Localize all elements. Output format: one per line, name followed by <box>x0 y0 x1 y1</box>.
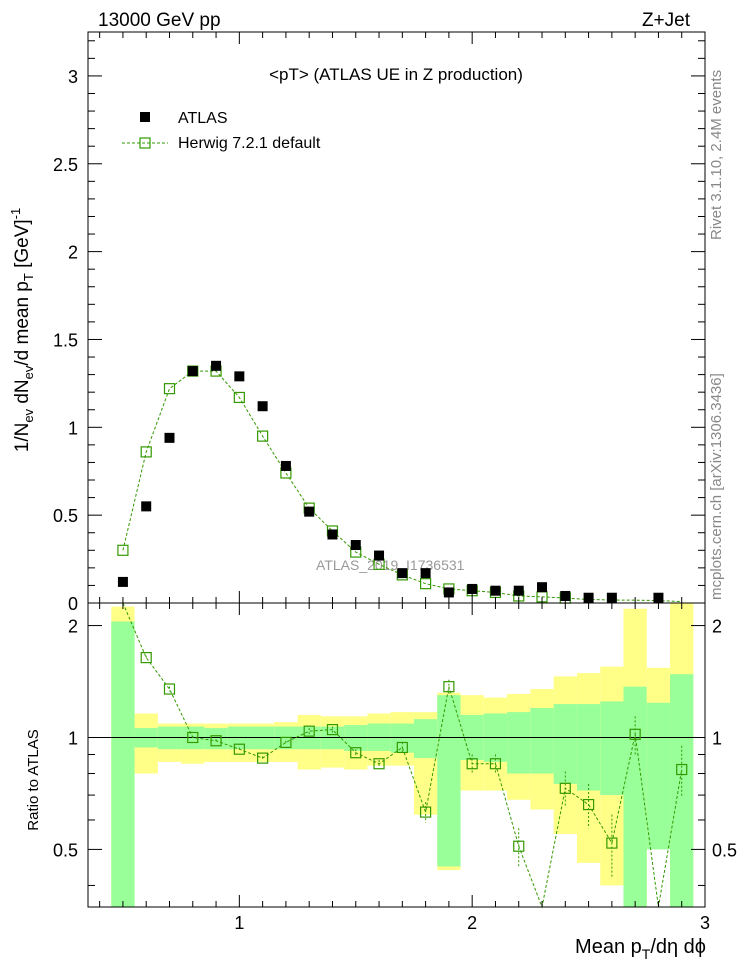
ratio-ylabel: Ratio to ATLAS <box>25 729 42 830</box>
y-tick-label-main-2: 1 <box>68 418 78 438</box>
ratio-point-2 <box>163 683 176 695</box>
ratio-point-15 <box>466 758 478 770</box>
ratio-point-5 <box>233 743 245 755</box>
mc-point-11 <box>373 558 385 570</box>
data-point-2 <box>164 432 175 443</box>
main-ylabel: 1/Nev dNev/d mean pT [GeV]-1 <box>8 208 36 453</box>
data-point-13 <box>420 568 431 579</box>
mc-point-0 <box>117 544 129 556</box>
data-point-14 <box>443 587 454 598</box>
ratio-point-3 <box>187 731 199 744</box>
xlabel: Mean pT/dη dϕ <box>575 936 706 962</box>
legend-mc-label: Herwig 7.2.1 default <box>178 135 321 152</box>
y-tick-label-ratio-right-0: 0.5 <box>712 840 737 860</box>
band-inner-22 <box>623 686 647 907</box>
band-inner-10 <box>344 725 368 751</box>
y-tick-label-ratio-right-1: 1 <box>712 728 722 748</box>
data-point-0 <box>117 576 128 587</box>
ratio-point-13 <box>420 806 432 818</box>
x-tick-label-2: 3 <box>700 913 710 933</box>
data-point-18 <box>537 582 548 593</box>
ratio-bands <box>111 603 694 907</box>
ratio-point-17 <box>513 840 525 852</box>
ratio-point-8 <box>303 725 315 737</box>
band-inner-19 <box>553 704 577 784</box>
ratio-marks <box>122 602 688 909</box>
data-point-16 <box>490 585 501 596</box>
y-tick-label-main-1: 0.5 <box>53 506 78 526</box>
data-point-11 <box>374 550 385 561</box>
main-title: <pT> (ATLAS UE in Z production) <box>269 65 523 84</box>
data-point-15 <box>467 583 478 594</box>
ratio-point-21 <box>606 837 618 849</box>
band-inner-0 <box>111 621 135 907</box>
rivet-label: Rivet 3.1.10, 2.4M events <box>708 70 725 240</box>
data-point-9 <box>327 529 338 540</box>
watermark: ATLAS_2019_I1736531 <box>316 557 465 573</box>
band-inner-21 <box>600 701 624 796</box>
y-tick-label-main-4: 2 <box>68 243 78 263</box>
data-point-7 <box>280 460 291 471</box>
data-point-6 <box>257 401 268 412</box>
ratio-point-7 <box>280 736 292 749</box>
data-point-1 <box>141 501 152 512</box>
ratio-point-6 <box>257 752 269 764</box>
y-tick-label-ratio-1: 1 <box>68 728 78 748</box>
y-tick-label-ratio-right-2: 2 <box>712 617 722 637</box>
y-tick-label-main-6: 3 <box>68 67 78 87</box>
header-right: Z+Jet <box>642 10 691 31</box>
mc-point-5 <box>233 391 245 404</box>
y-tick-label-main-0: 0 <box>68 594 78 614</box>
band-inner-20 <box>576 704 601 791</box>
ratio-point-14 <box>443 681 455 693</box>
legend-atlas-label: ATLAS <box>178 110 228 127</box>
band-inner-4 <box>204 728 228 750</box>
mc-point-2 <box>163 383 176 395</box>
data-point-8 <box>304 506 315 517</box>
data-point-17 <box>513 585 524 596</box>
ratio-point-24 <box>676 763 688 776</box>
data-point-10 <box>350 540 361 551</box>
y-tick-label-main-3: 1.5 <box>53 330 78 350</box>
legend-mc-marker <box>139 137 151 149</box>
band-inner-23 <box>646 702 671 850</box>
ratio-point-19 <box>559 782 571 794</box>
data-point-5 <box>234 371 245 382</box>
header-left: 13000 GeV pp <box>98 10 221 31</box>
ratio-point-16 <box>489 758 502 770</box>
ratio-point-22 <box>629 728 641 740</box>
x-tick-label-1: 2 <box>467 913 477 933</box>
ratio-point-12 <box>396 741 408 754</box>
x-tick-label-0: 1 <box>234 913 244 933</box>
ratio-point-9 <box>326 724 339 736</box>
band-inner-17 <box>507 712 531 774</box>
legend: ATLAS Herwig 7.2.1 default <box>122 110 321 152</box>
ratio-point-1 <box>140 652 152 664</box>
band-inner-13 <box>413 719 438 759</box>
mcplots-label: mcplots.cern.ch [arXiv:1306.3436] <box>708 373 725 600</box>
data-point-4 <box>211 360 222 371</box>
band-inner-12 <box>390 723 414 753</box>
mc-point-6 <box>257 430 269 442</box>
data-point-3 <box>187 366 198 377</box>
ratio-point-10 <box>350 747 362 759</box>
y-tick-label-ratio-2: 2 <box>68 617 78 637</box>
mc-point-13 <box>420 578 432 590</box>
y-tick-label-ratio-0: 0.5 <box>53 840 78 860</box>
axes: 1 2 3 0 0.5 1 1.5 2 2.5 3 0.5 0.5 1 1 2 2 <box>53 32 737 933</box>
data-point-12 <box>397 568 408 579</box>
mc-point-1 <box>140 446 152 458</box>
data-point-19 <box>560 590 571 601</box>
ratio-point-4 <box>210 735 222 747</box>
ratio-point-11 <box>373 758 385 770</box>
main-title-text: <pT> (ATLAS UE in Z production) <box>269 65 523 84</box>
y-tick-label-main-5: 2.5 <box>53 155 78 175</box>
ratio-point-20 <box>582 798 595 811</box>
band-inner-14 <box>437 695 461 867</box>
band-inner-18 <box>530 708 554 774</box>
legend-atlas-marker <box>140 112 150 122</box>
